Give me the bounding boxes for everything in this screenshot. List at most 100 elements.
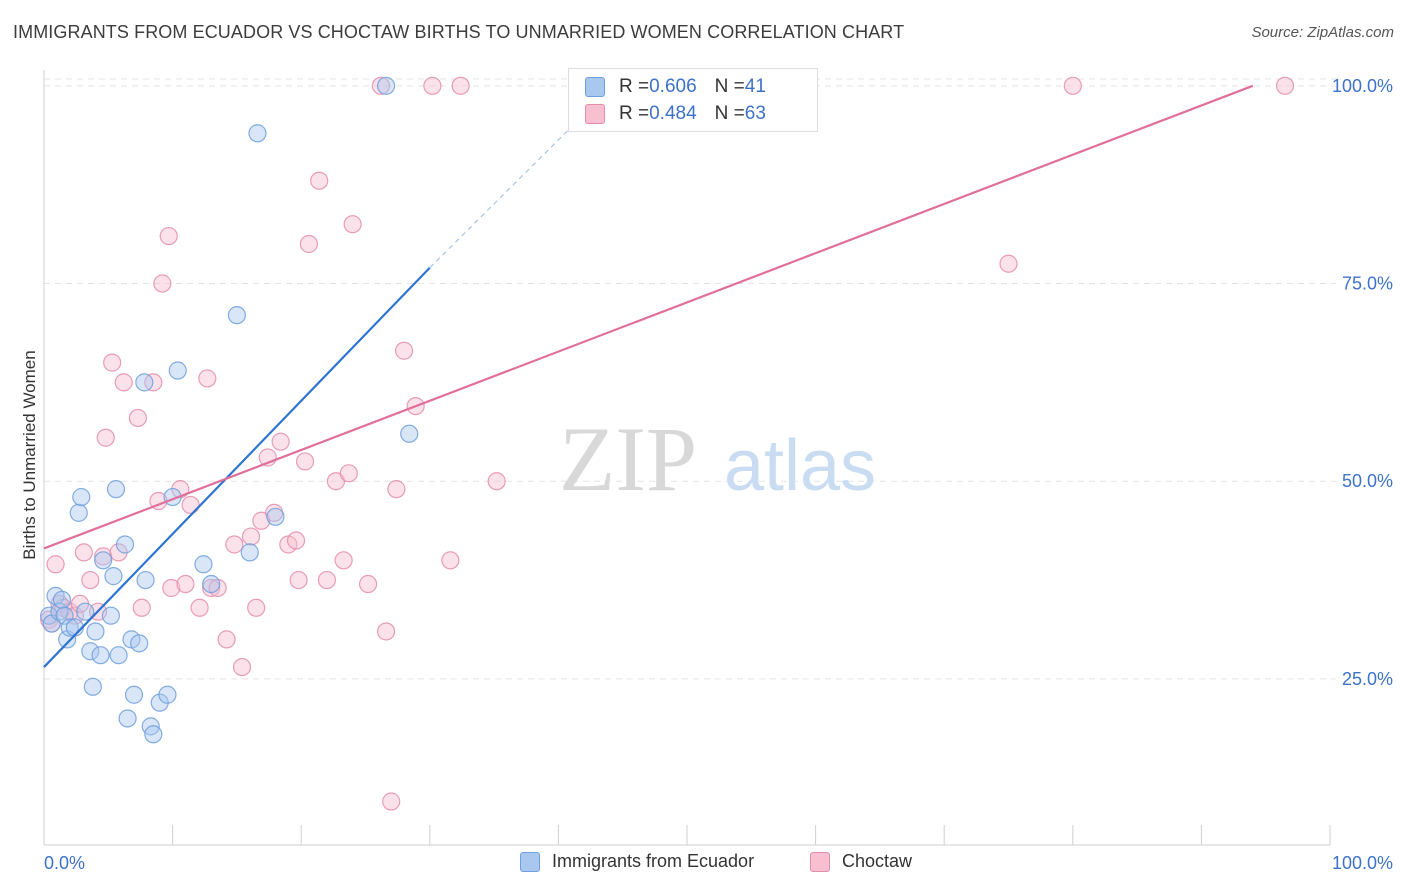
ecuador-point [109,646,128,665]
legend-n-value: 63 [744,103,766,124]
ecuador-point [101,606,120,625]
choctaw-point [103,353,122,372]
legend-n-value: 41 [744,76,766,97]
ecuador-point [104,567,123,586]
y-axis-title: Births to Unmarried Women [20,350,39,560]
legend-r-value: 0.484 [649,103,697,124]
ecuador-point [52,590,72,609]
choctaw-point [286,531,306,550]
choctaw-point [198,369,217,388]
ecuador-point [76,602,95,621]
choctaw-point [387,480,406,499]
chart-title: IMMIGRANTS FROM ECUADOR VS CHOCTAW BIRTH… [13,22,905,42]
ecuador-point [248,124,267,143]
ecuador-point [55,606,74,625]
y-tick-label: 75.0% [1342,274,1393,294]
axes [43,70,1331,846]
choctaw-point [343,215,362,234]
choctaw-point [271,432,290,451]
ecuador-point [115,535,135,554]
legend-row-choctaw: R = 0.484 N = 63 [585,102,766,126]
ecuador-point [94,551,113,570]
legend-r-label: R = [619,103,650,124]
choctaw-point [247,598,266,617]
ecuador-point [202,574,221,594]
legend-n-label: N = [714,76,745,97]
choctaw-point [176,574,195,594]
gridlines [44,78,1336,680]
x-tick-labels: 0.0% 100.0% [44,853,1393,873]
ecuador-point [72,487,91,507]
choctaw-point [159,226,178,246]
choctaw-point [310,171,329,190]
choctaw-point [114,373,133,392]
legend-swatch-ecuador [520,851,540,872]
choctaw-point [1275,76,1295,95]
choctaw-point [241,527,261,546]
ecuador-trend-extension [429,101,598,269]
series-legend: Immigrants from Ecuador Choctaw [0,851,1406,877]
ecuador-point [168,361,187,380]
ecuador-point [60,618,79,637]
choctaw-point [81,570,100,590]
ecuador-point [135,373,154,392]
ecuador-point [240,543,259,562]
ecuador-point [69,503,88,522]
choctaw-point [190,598,209,617]
ecuador-point [136,570,155,590]
ecuador-point [106,480,126,499]
ecuador-point [130,634,149,653]
choctaw-point [162,578,181,598]
choctaw-point [217,630,236,649]
ecuador-point [118,709,137,728]
watermark-atlas: atlas [724,426,876,506]
choctaw-point [382,792,401,811]
ecuador-point [400,424,419,443]
choctaw-point [299,234,319,254]
ecuador-point [91,646,110,665]
watermark: ZIP atlas [559,408,876,510]
ecuador-point [83,677,102,696]
choctaw-point [451,76,470,95]
y-tick-label: 100.0% [1332,76,1393,96]
choctaw-trend-line [43,84,1254,550]
choctaw-point [132,598,151,617]
legend-label-choctaw: Choctaw [842,851,913,871]
ecuador-point [194,555,213,574]
x-tick-label: 100.0% [1332,853,1393,873]
trend-lines [43,84,1254,668]
choctaw-point [295,452,315,471]
ecuador-points [40,76,419,744]
watermark-zip: ZIP [559,408,697,510]
legend-item-ecuador: Immigrants from Ecuador [520,851,754,872]
ecuador-point [266,507,285,526]
ecuador-point [124,685,144,704]
choctaw-point [46,555,65,574]
y-tick-label: 25.0% [1342,669,1393,689]
choctaw-point [153,274,172,293]
choctaw-point [376,622,396,641]
choctaw-point [1063,76,1082,95]
choctaw-point [334,551,353,570]
legend-item-choctaw: Choctaw [810,851,912,872]
choctaw-point [317,570,337,590]
choctaw-point [999,254,1018,273]
choctaw-point [232,657,252,677]
choctaw-point [358,574,378,594]
legend-swatch-choctaw [585,104,605,124]
ecuador-point [376,76,396,95]
ecuador-point [158,685,177,704]
choctaw-point [225,535,244,554]
ecuador-point [81,642,100,661]
choctaw-point [441,551,460,570]
y-tick-labels: 25.0% 50.0% 75.0% 100.0% [1332,76,1393,689]
choctaw-point [394,341,414,360]
ecuador-point [227,306,246,325]
choctaw-point [128,408,147,428]
y-tick-label: 50.0% [1342,471,1393,491]
legend-r-label: R = [619,76,650,97]
legend-label-ecuador: Immigrants from Ecuador [552,851,755,871]
legend-swatch-choctaw [810,851,830,872]
choctaw-point [202,578,221,598]
